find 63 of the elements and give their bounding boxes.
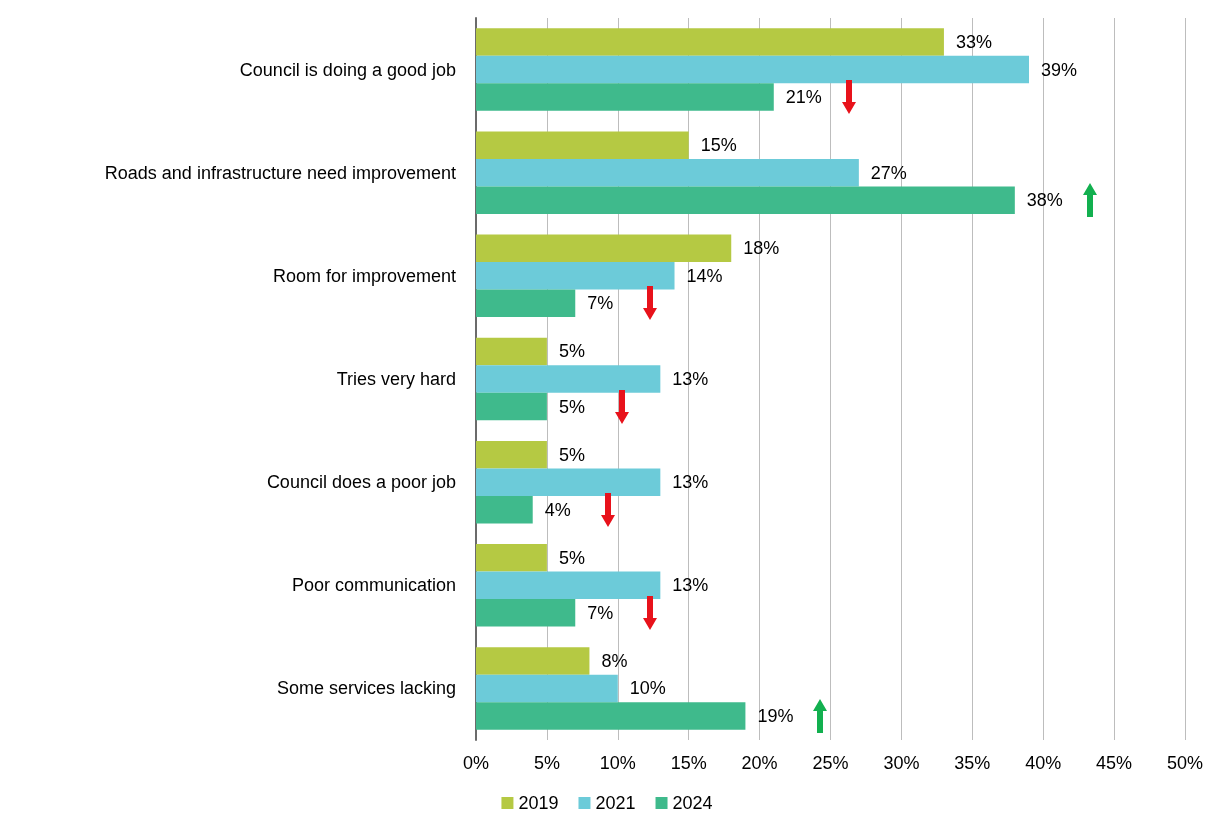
x-tick-label: 10% <box>599 753 636 773</box>
data-label: 5% <box>558 396 585 417</box>
bar <box>476 158 859 187</box>
bar <box>476 599 576 627</box>
data-label: 4% <box>544 499 571 520</box>
bar <box>476 365 661 393</box>
x-tick-label: 15% <box>670 753 707 773</box>
x-tick-label: 45% <box>1096 753 1133 773</box>
x-tick-label: 20% <box>741 753 778 773</box>
bar <box>476 131 689 159</box>
data-label: 38% <box>1026 190 1063 211</box>
legend-label: 2021 <box>595 793 636 813</box>
data-label: 19% <box>757 705 794 726</box>
x-tick-label: 0% <box>462 753 490 773</box>
bar <box>476 262 675 290</box>
bar <box>476 702 746 730</box>
bar <box>476 440 547 469</box>
bar <box>476 544 547 572</box>
data-label: 5% <box>558 547 585 568</box>
data-label: 7% <box>587 602 614 623</box>
x-tick-label: 30% <box>883 753 920 773</box>
x-tick-label: 40% <box>1025 753 1062 773</box>
x-tick-label: 5% <box>533 753 560 773</box>
x-tick-label: 25% <box>812 753 849 773</box>
legend-label: 2019 <box>518 793 559 813</box>
y-tick-label: Some services lacking <box>276 678 456 699</box>
bar <box>476 647 590 675</box>
data-label: 14% <box>686 265 723 286</box>
y-tick-label: Room for improvement <box>272 265 456 286</box>
bar <box>476 674 618 703</box>
bar <box>476 186 1015 214</box>
data-label: 21% <box>785 87 822 108</box>
bar <box>476 571 661 600</box>
bar <box>476 234 732 263</box>
data-label: 27% <box>870 162 907 183</box>
y-tick-label: Poor communication <box>291 575 456 596</box>
data-label: 15% <box>700 135 737 156</box>
data-label: 33% <box>955 32 992 53</box>
y-tick-label: Council does a poor job <box>266 472 456 493</box>
bar <box>476 289 576 318</box>
y-tick-label: Tries very hard <box>336 369 456 389</box>
bar <box>476 83 774 111</box>
data-label: 5% <box>558 444 585 465</box>
bar <box>476 495 533 524</box>
data-label: 5% <box>558 341 585 362</box>
data-label: 13% <box>672 472 709 493</box>
bar <box>476 468 661 496</box>
x-tick-label: 50% <box>1166 753 1203 773</box>
bar <box>476 392 547 421</box>
data-label: 13% <box>672 575 709 596</box>
y-tick-label: Council is doing a good job <box>239 59 456 80</box>
legend-label: 2024 <box>672 793 713 813</box>
bar <box>476 28 944 56</box>
data-label: 39% <box>1041 59 1078 80</box>
data-label: 8% <box>601 650 628 671</box>
y-tick-label: Roads and infrastructure need improvement <box>104 162 456 183</box>
data-label: 18% <box>743 238 780 259</box>
bar <box>476 337 547 366</box>
data-label: 7% <box>587 293 614 314</box>
x-tick-label: 35% <box>954 753 991 773</box>
data-label: 13% <box>672 369 709 389</box>
data-label: 10% <box>629 678 666 699</box>
bar <box>476 55 1030 84</box>
